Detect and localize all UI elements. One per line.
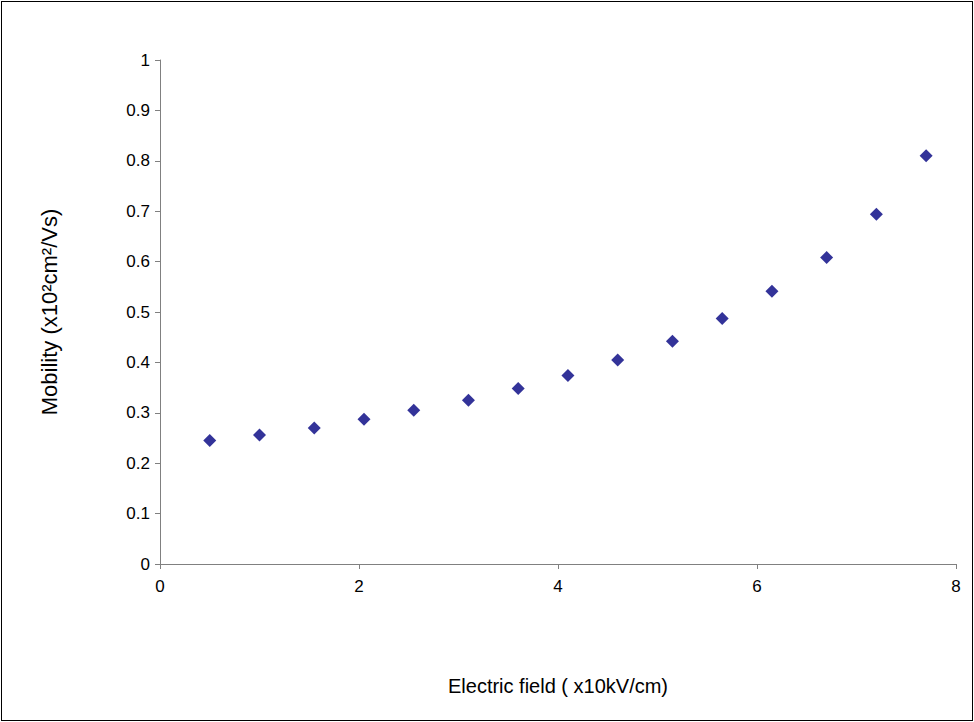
- svg-text:4: 4: [553, 577, 562, 596]
- svg-text:0.9: 0.9: [126, 101, 150, 120]
- svg-text:0.1: 0.1: [126, 504, 150, 523]
- svg-text:6: 6: [752, 577, 761, 596]
- svg-text:0.5: 0.5: [126, 303, 150, 322]
- svg-text:2: 2: [354, 577, 363, 596]
- svg-text:0: 0: [141, 555, 150, 574]
- svg-text:Electric field ( x10kV/cm): Electric field ( x10kV/cm): [448, 675, 668, 697]
- svg-text:0.8: 0.8: [126, 151, 150, 170]
- svg-text:0: 0: [155, 577, 164, 596]
- svg-text:8: 8: [951, 577, 960, 596]
- svg-text:1: 1: [141, 51, 150, 70]
- svg-text:0.4: 0.4: [126, 353, 150, 372]
- svg-text:Mobility (x10²cm²/Vs): Mobility (x10²cm²/Vs): [37, 209, 62, 416]
- svg-text:0.7: 0.7: [126, 202, 150, 221]
- svg-text:0.6: 0.6: [126, 252, 150, 271]
- svg-text:0.2: 0.2: [126, 454, 150, 473]
- svg-text:0.3: 0.3: [126, 403, 150, 422]
